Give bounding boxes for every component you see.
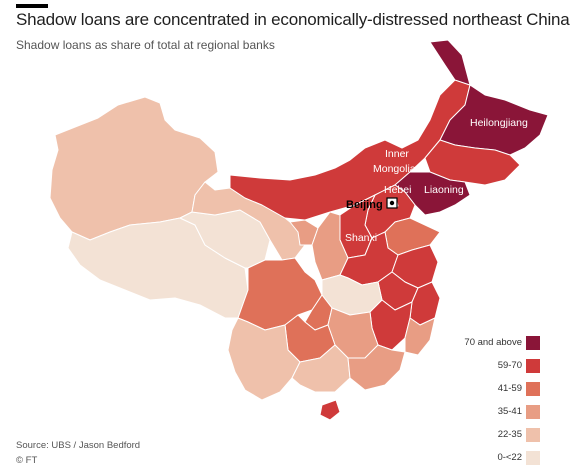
legend-label: 41-59 [497,383,522,394]
legend-label: 22-35 [497,429,522,440]
label-inner-mongolia-line2: Mongolia [373,163,416,175]
legend-item: 41-59 [464,382,564,398]
legend-item: 59-70 [464,359,564,375]
region-fujian [404,317,436,356]
legend-item: 0-<22 [464,451,564,467]
legend-item: 22-35 [464,428,564,444]
legend-label: 35-41 [497,406,522,417]
label-heilongjiang: Heilongjiang [470,117,528,129]
legend-swatch [526,405,540,419]
legend-item: 70 and above [464,336,564,352]
legend-swatch [526,451,540,465]
label-liaoning: Liaoning [424,184,464,196]
label-inner-mongolia-line1: Inner [385,148,409,160]
beijing-marker-icon [386,197,398,209]
legend-label: 70 and above [464,337,522,348]
chart-subtitle: Shadow loans as share of total at region… [16,38,275,52]
region-yunnan [227,317,301,401]
copyright-note: © FT [16,455,38,466]
chart-title: Shadow loans are concentrated in economi… [16,10,570,29]
region-hainan [319,399,341,421]
legend-label: 59-70 [497,360,522,371]
label-beijing: Beijing [346,199,383,211]
legend-swatch [526,382,540,396]
legend-label: 0-<22 [497,452,522,463]
legend-swatch [526,428,540,442]
ft-topbar [16,4,48,8]
region-guangdong [347,344,406,391]
map-labels: Heilongjiang Inner Mongolia Hebei Liaoni… [345,117,528,244]
label-shanxi: Shanxi [345,232,377,244]
label-hebei: Hebei [384,184,411,196]
legend-item: 35-41 [464,405,564,421]
legend-swatch [526,336,540,350]
source-note: Source: UBS / Jason Bedford [16,440,141,451]
region-guangxi [291,344,351,393]
legend-swatch [526,359,540,373]
